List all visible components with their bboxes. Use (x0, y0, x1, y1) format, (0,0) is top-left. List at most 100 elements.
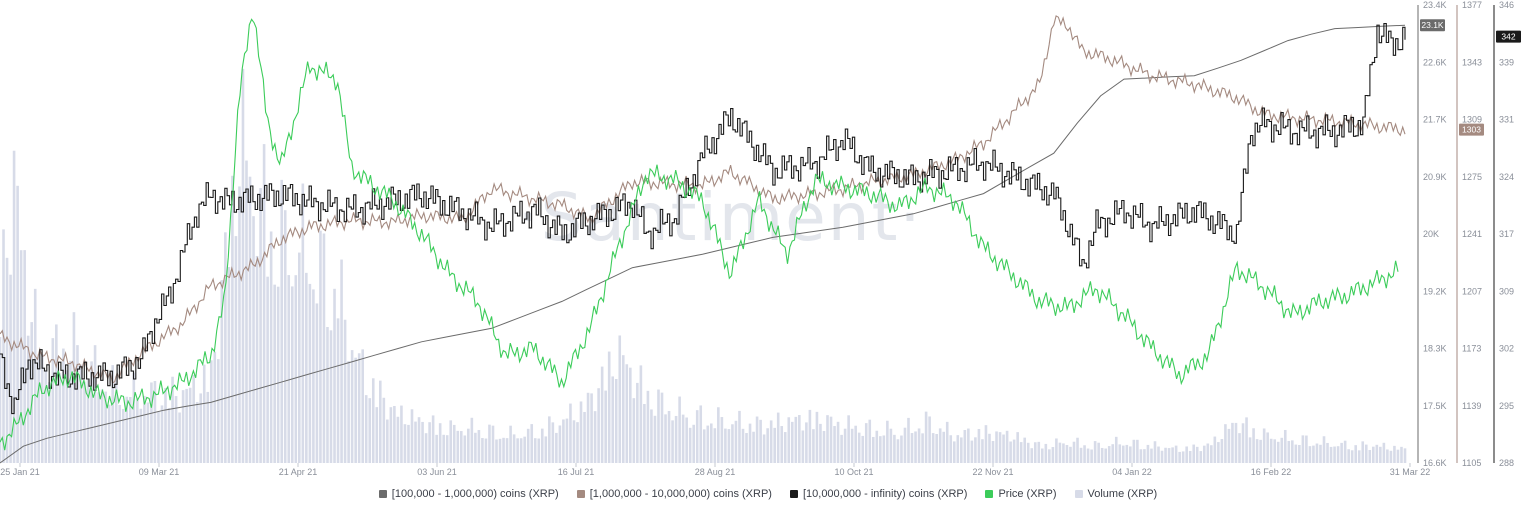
volume-bar (44, 371, 48, 463)
volume-bar (276, 286, 280, 463)
volume-bar (76, 345, 79, 463)
volume-bar (1283, 429, 1287, 463)
volume-bar (79, 364, 83, 463)
volume-bar (1129, 446, 1132, 463)
legend-item-1m[interactable]: [1,000,000 - 10,000,000) coins (XRP) (576, 488, 772, 500)
volume-bar (1287, 440, 1291, 463)
volume-bar (192, 374, 195, 463)
x-tick-label: 28 Aug 21 (695, 467, 736, 477)
volume-bar (512, 434, 516, 463)
volume-bar (322, 233, 326, 463)
volume-bar (100, 389, 104, 463)
volume-bar (199, 393, 203, 463)
y-tick-label: 19.2K (1423, 286, 1447, 296)
volume-bar (1403, 448, 1407, 463)
volume-bar (417, 417, 421, 463)
volume-bar (431, 415, 435, 463)
volume-bar (40, 354, 44, 463)
volume-bar (724, 428, 727, 463)
volume-bar (762, 434, 766, 463)
volume-bar (812, 429, 815, 463)
volume-bar (558, 425, 562, 463)
volume-bar (907, 417, 910, 463)
volume-bar (748, 423, 752, 463)
volume-bar (160, 405, 164, 463)
legend-item-volume[interactable]: Volume (XRP) (1074, 488, 1157, 500)
volume-bar (1090, 449, 1093, 463)
legend-item-price[interactable]: Price (XRP) (985, 488, 1057, 500)
volume-bar (1012, 439, 1016, 463)
volume-bar (1343, 440, 1347, 463)
y-tick-label: 346 (1499, 0, 1514, 10)
volume-bar (188, 387, 192, 463)
x-tick-label: 25 Jan 21 (0, 467, 40, 477)
volume-bar (695, 410, 699, 463)
volume-bar (238, 186, 241, 463)
volume-bar (157, 411, 160, 463)
volume-bar (952, 441, 956, 463)
volume-bar (576, 422, 579, 463)
volume-bar (382, 397, 386, 463)
volume-bar (51, 338, 55, 463)
legend-item-10m[interactable]: [10,000,000 - infinity) coins (XRP) (789, 488, 967, 500)
volume-bar (1083, 445, 1086, 463)
volume-bar (967, 428, 970, 463)
volume-bar (674, 415, 678, 463)
volume-bar (710, 423, 713, 463)
volume-bar (1044, 443, 1048, 463)
volume-bar (1354, 445, 1358, 463)
y-tick-label: 16.6K (1423, 458, 1447, 468)
volume-bar (586, 392, 590, 463)
volume-bar (174, 396, 178, 463)
volume-bar (590, 393, 593, 463)
volume-bar (1231, 422, 1234, 463)
volume-bar (1167, 448, 1171, 463)
volume-bar (727, 429, 731, 463)
volume-bar (1093, 441, 1097, 463)
volume-bar (1305, 435, 1308, 463)
volume-bar (1136, 439, 1139, 463)
volume-bar (153, 381, 157, 463)
volume-bar (643, 403, 646, 463)
volume-bar (290, 286, 294, 463)
volume-bar (808, 409, 812, 463)
x-tick-label: 10 Oct 21 (834, 467, 873, 477)
volume-bar (386, 419, 389, 463)
y-tick-label: 21.7K (1423, 115, 1447, 125)
volume-bar (516, 438, 519, 463)
volume-bar (653, 415, 657, 463)
volume-bar (660, 392, 664, 463)
volume-bar (1372, 446, 1375, 463)
x-tick-label: 03 Jun 21 (417, 467, 457, 477)
volume-bar (787, 417, 791, 463)
x-tick-label: 09 Mar 21 (139, 467, 180, 477)
volume-bar (889, 428, 893, 463)
volume-bar (0, 337, 2, 463)
volume-bar (93, 345, 97, 463)
volume-bar (393, 406, 396, 463)
volume-bar (1382, 442, 1386, 463)
volume-bar (604, 390, 607, 463)
y-tick-label: 23.4K (1423, 0, 1447, 10)
volume-bar (343, 319, 347, 463)
volume-bar (974, 437, 977, 463)
volume-bar (26, 335, 30, 463)
volume-bar (639, 365, 643, 463)
volume-bar (1111, 444, 1115, 463)
volume-bar (717, 407, 720, 463)
volume-bar (826, 415, 829, 463)
volume-bar (5, 257, 9, 463)
volume-bar (519, 438, 523, 463)
legend-item-100k[interactable]: [100,000 - 1,000,000) coins (XRP) (378, 488, 559, 500)
volume-bar (1069, 446, 1072, 463)
volume-bar (375, 407, 379, 463)
volume-bar (125, 396, 129, 463)
y-tick-label: 1377 (1462, 0, 1482, 10)
volume-bar (935, 434, 938, 463)
y-tick-label: 324 (1499, 172, 1514, 182)
volume-bar (1379, 446, 1382, 463)
volume-bar (1058, 442, 1062, 463)
y-tick-label: 295 (1499, 401, 1514, 411)
volume-bar (1322, 436, 1326, 463)
volume-bar (128, 397, 132, 463)
